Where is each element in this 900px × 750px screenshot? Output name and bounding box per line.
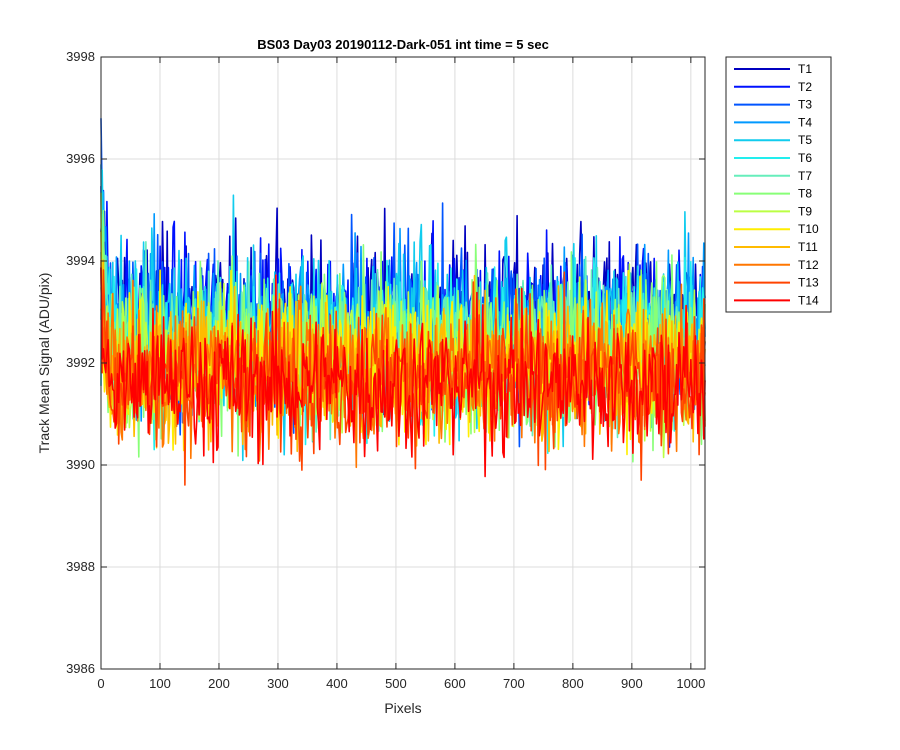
- y-axis-label: Track Mean Signal (ADU/pix): [36, 273, 52, 454]
- legend-label-t6: T6: [798, 151, 812, 165]
- x-tick-label: 800: [562, 676, 584, 691]
- legend: T1 T2 T3 T4 T5 T6 T7 T8 T9 T10 T11 T12 T13 T14: [725, 56, 832, 313]
- legend-label-t4: T4: [798, 115, 812, 129]
- y-tick-label: 3994: [66, 253, 95, 268]
- x-tick-label: 300: [267, 676, 289, 691]
- x-tick-label: 200: [208, 676, 230, 691]
- legend-items: T1 T2 T3 T4 T5 T6 T7 T8 T9 T10 T11 T12 T13 T14: [734, 62, 819, 307]
- legend-label-t13: T13: [798, 276, 819, 290]
- y-tick-label: 3998: [66, 49, 95, 64]
- legend-label-t10: T10: [798, 222, 819, 236]
- x-tick-label: 400: [326, 676, 348, 691]
- x-tick-label: 500: [385, 676, 407, 691]
- legend-label-t12: T12: [798, 258, 819, 272]
- legend-label-t7: T7: [798, 169, 812, 183]
- x-tick-label: 700: [503, 676, 525, 691]
- y-tick-label: 3988: [66, 559, 95, 574]
- legend-label-t9: T9: [798, 204, 812, 218]
- x-tick-label: 1000: [676, 676, 705, 691]
- y-tick-label: 3990: [66, 457, 95, 472]
- y-tick-label: 3996: [66, 151, 95, 166]
- legend-label-t8: T8: [798, 187, 812, 201]
- x-tick-label: 600: [444, 676, 466, 691]
- x-axis-label: Pixels: [384, 700, 421, 716]
- x-tick-label: 100: [149, 676, 171, 691]
- series-lines: [100, 118, 706, 486]
- ticks: 0 100 200 300 400 500 600 700 800 900 1000 3986 3988…: [66, 49, 705, 691]
- legend-label-t3: T3: [798, 98, 812, 112]
- legend-box: [725, 56, 832, 313]
- x-tick-label: 0: [97, 676, 104, 691]
- series-line-t14: [100, 267, 706, 478]
- legend-label-t1: T1: [798, 62, 812, 76]
- x-tick-label: 900: [621, 676, 643, 691]
- legend-label-t2: T2: [798, 80, 812, 94]
- legend-label-t11: T11: [798, 240, 818, 254]
- legend-label-t5: T5: [798, 133, 812, 147]
- chart-title: BS03 Day03 20190112-Dark-051 int time = …: [257, 37, 549, 52]
- y-tick-label: 3992: [66, 355, 95, 370]
- y-tick-label: 3986: [66, 661, 95, 676]
- legend-label-t14: T14: [798, 293, 819, 307]
